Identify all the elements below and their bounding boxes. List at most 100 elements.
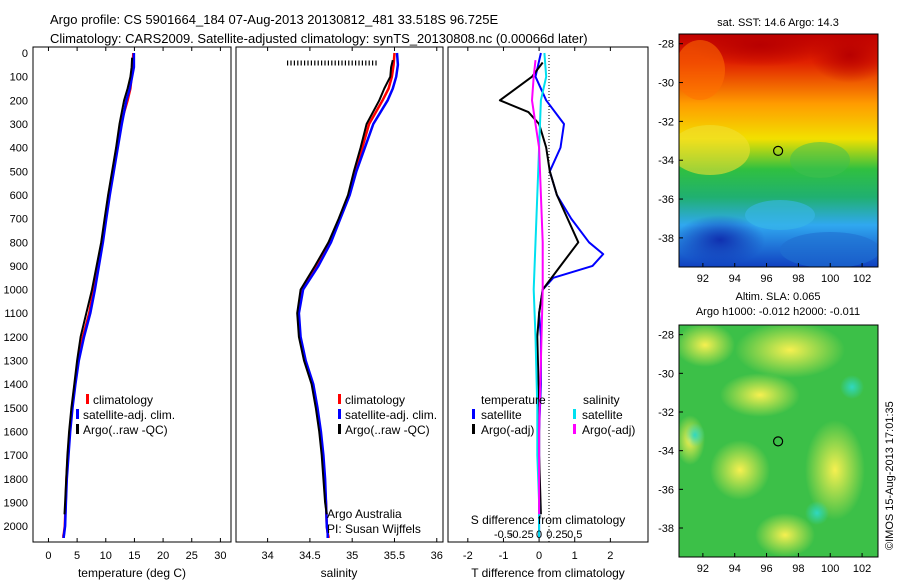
- map-y-tick-label: -38: [658, 233, 674, 245]
- sst-map-panel: sat. SST: 14.6 Argo: 14.3 92 94 96 98 100 102…: [658, 17, 879, 285]
- sla-map-frame: [678, 324, 879, 558]
- series-line: [296, 59, 394, 515]
- x-tick-label: 15: [128, 550, 140, 562]
- x-tick-label: 0: [536, 550, 542, 562]
- legend-title-salinity: salinity: [583, 393, 620, 407]
- depth-tick-label: 1400: [4, 379, 28, 391]
- x-tick-label: 10: [100, 550, 112, 562]
- x-tick-label: -2: [463, 550, 473, 562]
- x-tick-label: 36: [431, 550, 443, 562]
- legend-label-satellite: satellite-adj. clim.: [345, 408, 437, 422]
- depth-tick-label: 600: [10, 190, 28, 202]
- map-x-tick-label: 96: [760, 273, 772, 285]
- depth-tick-label: 1900: [4, 498, 28, 510]
- x-tick-label: 35: [346, 550, 358, 562]
- depth-tick-label: 500: [10, 166, 28, 178]
- difference-panel-frame: [447, 46, 649, 543]
- series-line: [498, 61, 580, 515]
- legend-title-temperature: temperature: [481, 393, 546, 407]
- top-x-tick-label: 0: [536, 529, 542, 541]
- depth-tick-label: 1000: [4, 285, 28, 297]
- top-x-tick-label: 0.25: [546, 529, 567, 541]
- x-tick-label: 34.5: [299, 550, 320, 562]
- s-difference-label: S difference from climatology: [471, 513, 626, 527]
- legend-label-sal-satellite: satellite: [582, 408, 623, 422]
- legend-swatch-argo: [76, 424, 79, 434]
- map-x-tick-label: 98: [792, 563, 804, 575]
- copyright-timestamp: ©IMOS 15-Aug-2013 17:01:35: [884, 401, 896, 550]
- series-line: [531, 59, 544, 515]
- depth-tick-label: 1300: [4, 356, 28, 368]
- depth-tick-label: 700: [10, 214, 28, 226]
- legend-swatch-climatology: [86, 394, 89, 404]
- salinity-legend: climatology satellite-adj. clim. Argo(..…: [338, 393, 437, 437]
- map-y-tick-label: -30: [658, 78, 674, 90]
- depth-tick-label: 200: [10, 95, 28, 107]
- temperature-panel-frame: [32, 46, 232, 543]
- x-tick-label: 30: [214, 550, 226, 562]
- annotation-argo-australia: Argo Australia: [327, 507, 402, 521]
- annotation-pi: PI: Susan Wijffels: [327, 522, 421, 536]
- legend-swatch-climatology: [338, 394, 341, 404]
- series-line: [297, 52, 400, 539]
- map-y-tick-label: -32: [658, 116, 674, 128]
- depth-tick-label: 0: [22, 48, 28, 60]
- legend-label-argo: Argo(..raw -QC): [83, 423, 168, 437]
- map-y-tick-label: -34: [658, 446, 674, 458]
- legend-swatch-satellite: [76, 409, 79, 419]
- series-line: [62, 53, 136, 539]
- series-line: [532, 52, 548, 538]
- legend-label-climatology: climatology: [345, 393, 405, 407]
- x-tick-label: 5: [74, 550, 80, 562]
- map-x-tick-label: 98: [792, 273, 804, 285]
- map-y-tick-label: -34: [658, 155, 674, 167]
- legend-label-satellite: satellite-adj. clim.: [83, 408, 175, 422]
- t-difference-xlabel: T difference from climatology: [471, 566, 625, 580]
- series-line: [63, 57, 134, 515]
- x-tick-label: 35.5: [384, 550, 405, 562]
- depth-tick-label: 1200: [4, 332, 28, 344]
- sla-map-image: [679, 325, 878, 557]
- x-tick-label: 1: [572, 550, 578, 562]
- depth-tick-label: 1700: [4, 450, 28, 462]
- sla-map-panel: Altim. SLA: 0.065 Argo h1000: -0.012 h20…: [658, 291, 879, 575]
- top-x-tick-label: -0.25: [509, 529, 534, 541]
- figure-title-line2: Climatology: CARS2009. Satellite-adjuste…: [50, 31, 588, 46]
- legend-swatch-temp-argo: [472, 424, 475, 434]
- depth-tick-label: 1100: [4, 308, 28, 320]
- map-x-tick-label: 92: [697, 563, 709, 575]
- x-tick-label: 34: [261, 550, 273, 562]
- depth-tick-label: 400: [10, 143, 28, 155]
- legend-label-temp-satellite: satellite: [481, 408, 522, 422]
- salinity-xlabel: salinity: [321, 566, 358, 580]
- map-x-tick-label: 100: [821, 273, 839, 285]
- map-y-tick-label: -32: [658, 407, 674, 419]
- map-y-tick-label: -30: [658, 368, 674, 380]
- difference-legend: temperature salinity satellite Argo(-adj…: [472, 393, 635, 437]
- x-tick-label: 0: [45, 550, 51, 562]
- x-tick-label: 25: [186, 550, 198, 562]
- argo-location-marker: [773, 436, 784, 447]
- sla-map-title-line2: Argo h1000: -0.012 h2000: -0.011: [696, 306, 860, 318]
- map-x-tick-label: 92: [697, 273, 709, 285]
- depth-tick-label: 100: [10, 72, 28, 84]
- sst-map-frame: [678, 33, 879, 268]
- map-y-tick-label: -28: [658, 330, 674, 342]
- map-y-tick-label: -28: [658, 39, 674, 51]
- legend-swatch-argo: [338, 424, 341, 434]
- depth-tick-label: 1600: [4, 427, 28, 439]
- argo-location-marker: [773, 145, 784, 156]
- salinity-panel: 34 34.5 35 35.5 36 salinity climatology sate…: [235, 46, 444, 580]
- map-x-tick-label: 96: [760, 563, 772, 575]
- map-x-tick-label: 94: [729, 563, 741, 575]
- depth-axis: 0 100 200 300 400 500 600 700 800 900 1000 1100 1200…: [4, 48, 648, 533]
- legend-label-temp-argo: Argo(-adj): [481, 423, 534, 437]
- depth-tick-label: 300: [10, 119, 28, 131]
- depth-tick-label: 800: [10, 237, 28, 249]
- depth-tick-label: 1800: [4, 474, 28, 486]
- x-tick-label: -1: [499, 550, 509, 562]
- x-tick-label: 20: [157, 550, 169, 562]
- salinity-panel-frame: [235, 46, 444, 543]
- temperature-panel: 0 5 10 15 20 25 30 temperature (deg C) climato…: [32, 46, 232, 580]
